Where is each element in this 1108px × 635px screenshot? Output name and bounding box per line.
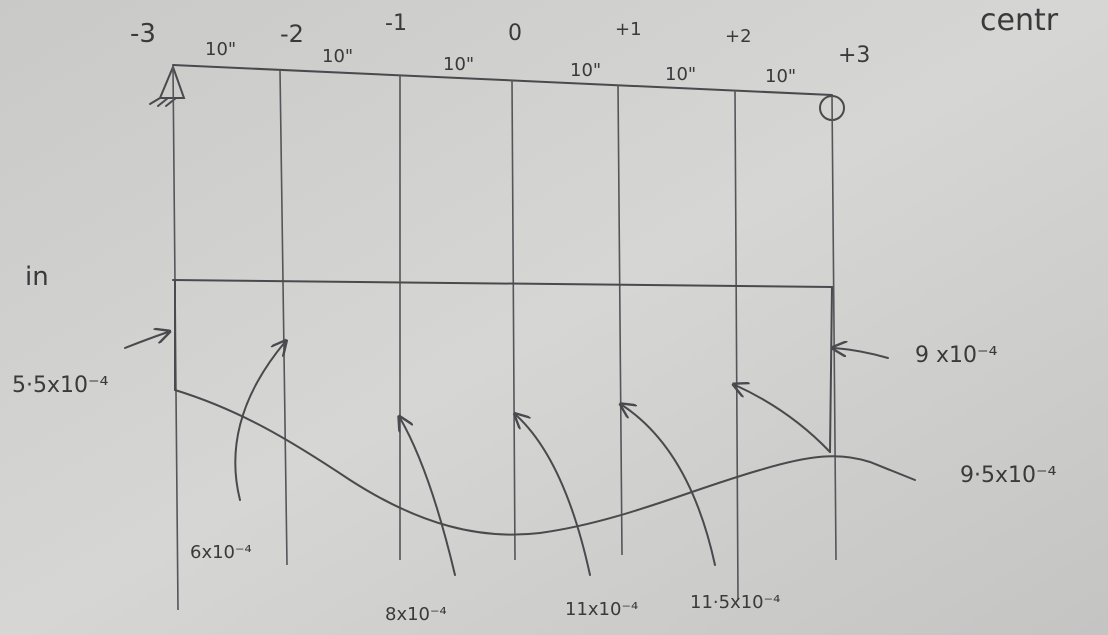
deflection-label: 8x10⁻⁴: [385, 604, 447, 625]
title: centr: [980, 3, 1059, 38]
spacing-label: 10": [205, 39, 236, 60]
station-label: -1: [385, 11, 407, 36]
station-label: -2: [280, 20, 304, 48]
station-label: 0: [508, 21, 522, 46]
paper: [0, 0, 1108, 635]
deflection-label: 9·5x10⁻⁴: [960, 463, 1057, 488]
unit-label: in: [25, 262, 49, 292]
deflection-label: 11·5x10⁻⁴: [690, 592, 780, 613]
station-label: -3: [130, 19, 156, 49]
deflection-label: 5·5x10⁻⁴: [12, 373, 109, 398]
station-label: +3: [838, 43, 870, 68]
spacing-label: 10": [322, 46, 353, 67]
deflection-label: 6x10⁻⁴: [190, 542, 252, 563]
deflection-label: 9 x10⁻⁴: [915, 343, 998, 368]
spacing-label: 10": [570, 60, 601, 81]
spacing-label: 10": [443, 54, 474, 75]
station-label: +2: [725, 26, 752, 47]
diagram: centr -3 -2 -1 0 +1 +2 +3 10" 10" 10" 10…: [0, 0, 1108, 635]
spacing-label: 10": [765, 66, 796, 87]
station-label: +1: [615, 19, 642, 40]
deflection-label: 11x10⁻⁴: [565, 599, 638, 620]
spacing-label: 10": [665, 64, 696, 85]
